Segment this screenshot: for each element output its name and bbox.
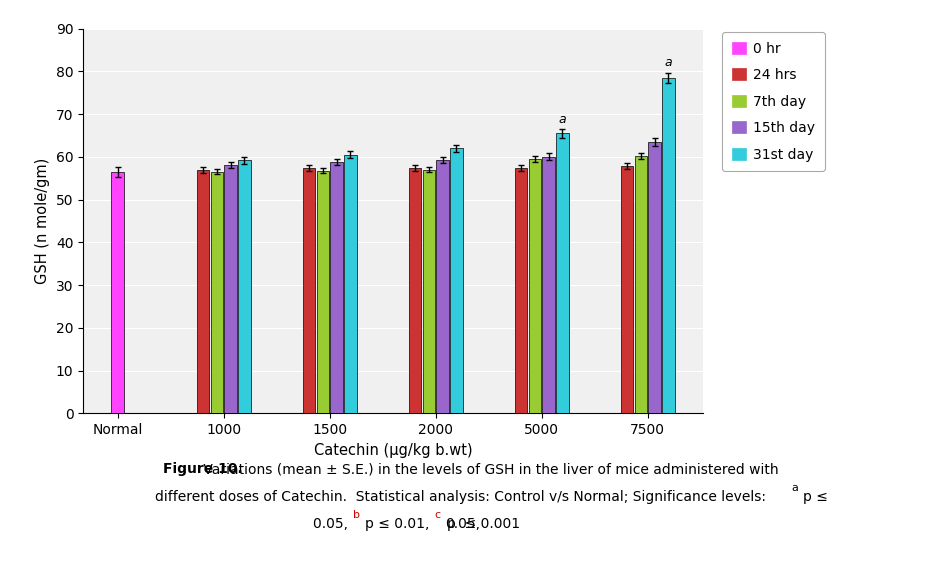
X-axis label: Catechin (µg/kg b.wt): Catechin (µg/kg b.wt): [314, 443, 473, 457]
Bar: [648, 142, 661, 413]
Text: p ≤ 0.01,: p ≤ 0.01,: [365, 517, 434, 531]
Bar: [450, 148, 462, 413]
Bar: [225, 165, 237, 413]
Text: a: a: [665, 56, 672, 69]
Bar: [302, 168, 315, 413]
Bar: [528, 159, 541, 413]
Text: a: a: [559, 113, 566, 126]
Bar: [344, 155, 357, 413]
Bar: [662, 78, 675, 413]
Bar: [330, 162, 343, 413]
Text: 0.05,: 0.05,: [445, 517, 480, 531]
Bar: [635, 156, 648, 413]
Bar: [437, 160, 449, 413]
Bar: [111, 172, 124, 413]
Text: Variations (mean ± S.E.) in the levels of GSH in the liver of mice administered : Variations (mean ± S.E.) in the levels o…: [164, 462, 778, 476]
Text: a: a: [791, 483, 797, 492]
Bar: [316, 170, 329, 413]
Bar: [542, 157, 555, 413]
Text: 0.05,: 0.05,: [313, 517, 352, 531]
Bar: [556, 133, 569, 413]
Bar: [621, 166, 634, 413]
Text: c: c: [435, 510, 441, 520]
Text: p  ≤ 0.001: p ≤ 0.001: [447, 517, 520, 531]
Y-axis label: GSH (n mole/gm): GSH (n mole/gm): [35, 158, 50, 284]
Bar: [211, 172, 223, 413]
Text: b: b: [353, 510, 361, 520]
Bar: [197, 170, 209, 413]
Text: Figure 10.: Figure 10.: [163, 462, 242, 476]
Legend: 0 hr, 24 hrs, 7th day, 15th day, 31st day: 0 hr, 24 hrs, 7th day, 15th day, 31st da…: [722, 32, 824, 171]
Bar: [423, 170, 436, 413]
Bar: [238, 160, 251, 413]
Bar: [409, 168, 422, 413]
Bar: [515, 168, 527, 413]
Text: different doses of Catechin.  Statistical analysis: Control v/s Normal; Signific: different doses of Catechin. Statistical…: [154, 490, 771, 503]
Text: p ≤: p ≤: [803, 490, 828, 503]
